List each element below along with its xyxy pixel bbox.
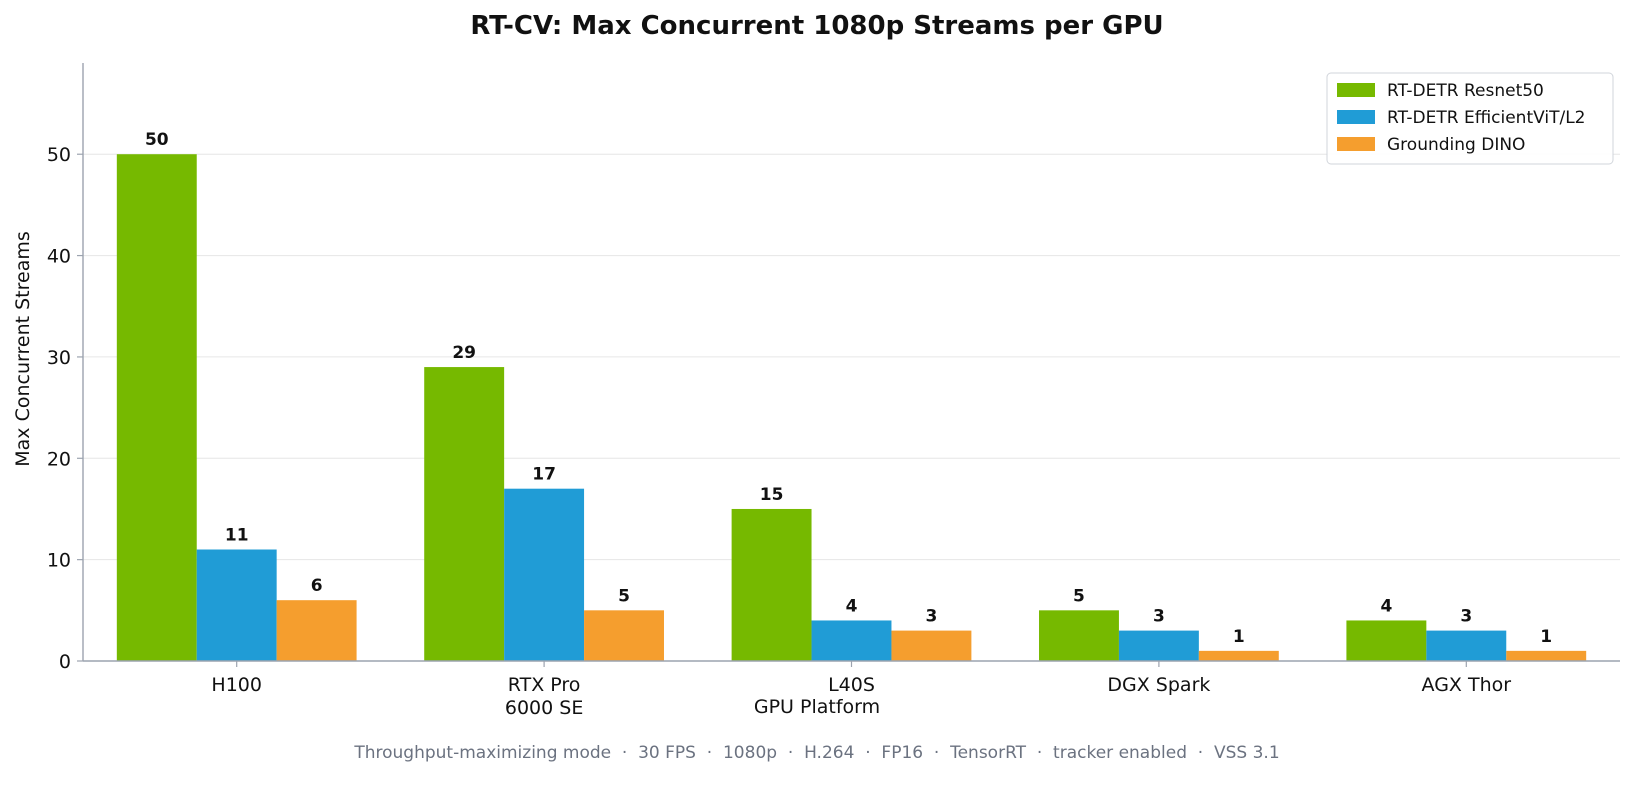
bars <box>116 154 1587 661</box>
x-tick-label: RTX Pro <box>508 674 581 696</box>
bar-grounding-dino-1 <box>584 610 664 661</box>
x-axis-label: GPU Platform <box>754 696 880 718</box>
legend-entry: RT-DETR EfficientViT/L2 <box>1387 108 1586 128</box>
bar-grounding-dino-3 <box>1198 650 1279 661</box>
y-tick-label: 40 <box>47 246 71 268</box>
bar-value-label: 4 <box>846 596 858 616</box>
y-axis-label: Max Concurrent Streams <box>12 231 34 466</box>
bar-rt-detr-efficientvit-l2-4 <box>1426 630 1507 661</box>
x-tick-label: L40S <box>828 674 875 696</box>
bar-value-label: 1 <box>1233 627 1245 647</box>
bar-rt-detr-efficientvit-l2-0 <box>196 549 277 661</box>
chart-title: RT-CV: Max Concurrent 1080p Streams per … <box>470 11 1163 41</box>
bar-value-label: 29 <box>452 343 476 363</box>
y-tick-label: 30 <box>47 347 71 369</box>
bar-value-label: 5 <box>1073 586 1085 606</box>
bar-value-label: 5 <box>618 586 630 606</box>
bar-grounding-dino-2 <box>891 630 972 661</box>
legend-swatch <box>1337 110 1375 124</box>
bar-value-label: 17 <box>532 465 556 485</box>
bar-grounding-dino-4 <box>1506 650 1587 661</box>
bar-rt-detr-resnet50-2 <box>731 508 812 661</box>
bar-value-label: 4 <box>1380 596 1392 616</box>
bar-rt-detr-efficientvit-l2-2 <box>811 620 892 661</box>
bar-value-label: 3 <box>1460 607 1472 627</box>
bar-rt-detr-efficientvit-l2-1 <box>504 488 585 661</box>
legend-entry: Grounding DINO <box>1387 135 1525 155</box>
legend: RT-DETR Resnet50 RT-DETR EfficientViT/L2 G… <box>1326 72 1614 165</box>
bar-rt-detr-efficientvit-l2-3 <box>1118 630 1199 661</box>
x-tick-label: DGX Spark <box>1107 674 1210 696</box>
y-tick-label: 10 <box>47 550 71 572</box>
axes <box>77 63 1620 667</box>
x-tick-label: AGX Thor <box>1422 674 1512 696</box>
bar-rt-detr-resnet50-3 <box>1039 610 1119 661</box>
bar-grounding-dino-0 <box>276 600 357 661</box>
legend-entry: RT-DETR Resnet50 <box>1387 81 1544 101</box>
gridlines <box>83 153 1620 561</box>
bar-value-label: 15 <box>760 485 784 505</box>
bar-value-label: 3 <box>1153 607 1165 627</box>
bar-value-label: 3 <box>926 607 938 627</box>
y-tick-label: 0 <box>59 651 71 673</box>
x-tick-label: 6000 SE <box>505 697 583 719</box>
legend-swatch <box>1337 137 1375 151</box>
bar-rt-detr-resnet50-4 <box>1346 620 1427 661</box>
legend-swatch <box>1337 83 1375 97</box>
y-tick-label: 50 <box>47 144 71 166</box>
x-tick-label: H100 <box>211 674 262 696</box>
bar-rt-detr-resnet50-0 <box>116 154 197 661</box>
y-tick-label: 20 <box>47 448 71 470</box>
bar-value-label: 50 <box>145 130 169 150</box>
legend-box <box>1326 72 1614 165</box>
bar-rt-detr-resnet50-1 <box>424 367 505 661</box>
bar-value-label: 6 <box>311 576 323 596</box>
bar-value-label: 1 <box>1540 627 1552 647</box>
data-labels: 50 11 6 29 17 5 15 4 3 5 3 1 4 3 1 <box>145 130 1552 647</box>
bar-value-label: 11 <box>225 526 249 546</box>
chart-footnote: Throughput-maximizing mode · 30 FPS · 10… <box>353 743 1279 763</box>
